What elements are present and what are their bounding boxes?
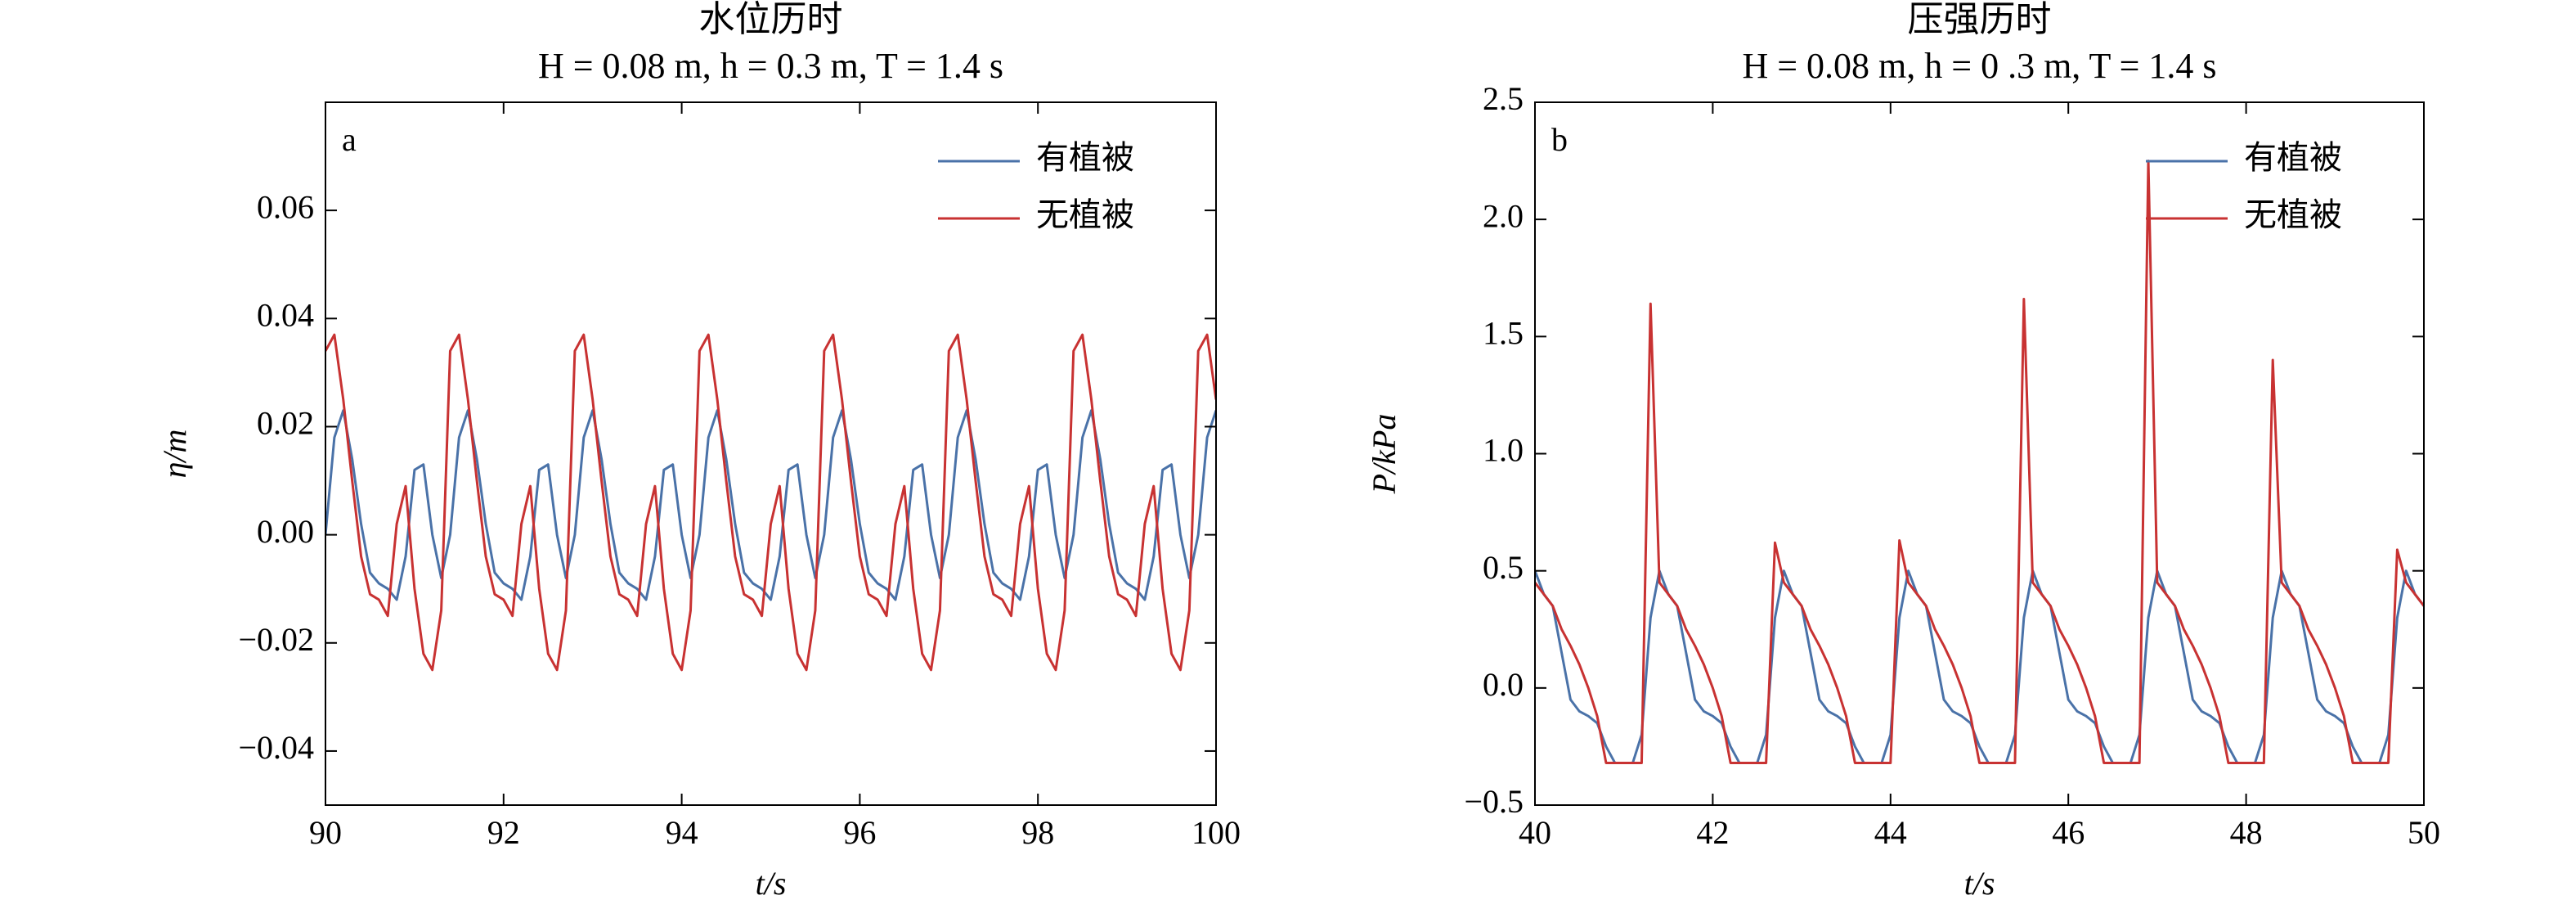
- y-tick-label: 2.5: [1483, 80, 1524, 117]
- y-tick-label: −0.04: [238, 729, 314, 766]
- y-tick-label: 1.5: [1483, 315, 1524, 352]
- data-line: [1535, 160, 2424, 764]
- x-tick-label: 44: [1874, 814, 1907, 851]
- data-line: [1535, 569, 2424, 764]
- x-tick-label: 100: [1192, 814, 1241, 851]
- panel-label: a: [342, 121, 357, 158]
- y-tick-label: 0.06: [257, 188, 314, 225]
- data-line: [325, 333, 1216, 672]
- x-tick-label: 50: [2408, 814, 2440, 851]
- y-tick-label: 0.04: [257, 296, 314, 333]
- y-tick-label: 2.0: [1483, 197, 1524, 234]
- legend-label: 无植被: [2244, 196, 2342, 233]
- chart-title: 水位历时: [699, 0, 843, 39]
- x-tick-label: 92: [487, 814, 520, 851]
- y-tick-label: 0.5: [1483, 549, 1524, 586]
- chart-title: 压强历时: [1908, 0, 2052, 39]
- chart-subtitle: H = 0.08 m, h = 0 .3 m, T = 1.4 s: [1742, 46, 2216, 86]
- x-axis-label: t/s: [1964, 865, 1995, 902]
- x-tick-label: 42: [1696, 814, 1729, 851]
- y-tick-label: 0.00: [257, 513, 314, 550]
- chart-subtitle: H = 0.08 m, h = 0.3 m, T = 1.4 s: [538, 46, 1003, 86]
- y-tick-label: 0.0: [1483, 666, 1524, 703]
- plot-frame: [325, 101, 1217, 806]
- x-axis-label: t/s: [756, 865, 787, 902]
- y-tick-label: −0.02: [238, 621, 314, 658]
- y-axis-label: P/kPa: [1366, 414, 1402, 495]
- x-tick-label: 96: [843, 814, 876, 851]
- x-tick-label: 40: [1519, 814, 1551, 851]
- x-tick-label: 90: [309, 814, 342, 851]
- x-tick-label: 46: [2052, 814, 2085, 851]
- y-tick-label: 0.02: [257, 405, 314, 442]
- x-tick-label: 94: [666, 814, 698, 851]
- legend-label: 有植被: [1036, 139, 1134, 176]
- legend-label: 有植被: [2244, 139, 2342, 176]
- legend-label: 无植被: [1036, 196, 1134, 233]
- x-tick-label: 98: [1021, 814, 1054, 851]
- panel-label: b: [1551, 121, 1568, 158]
- data-line: [325, 409, 1216, 601]
- y-tick-label: 1.0: [1483, 432, 1524, 469]
- y-tick-label: −0.5: [1464, 783, 1524, 820]
- x-tick-label: 48: [2230, 814, 2263, 851]
- y-axis-label: η/m: [156, 430, 193, 479]
